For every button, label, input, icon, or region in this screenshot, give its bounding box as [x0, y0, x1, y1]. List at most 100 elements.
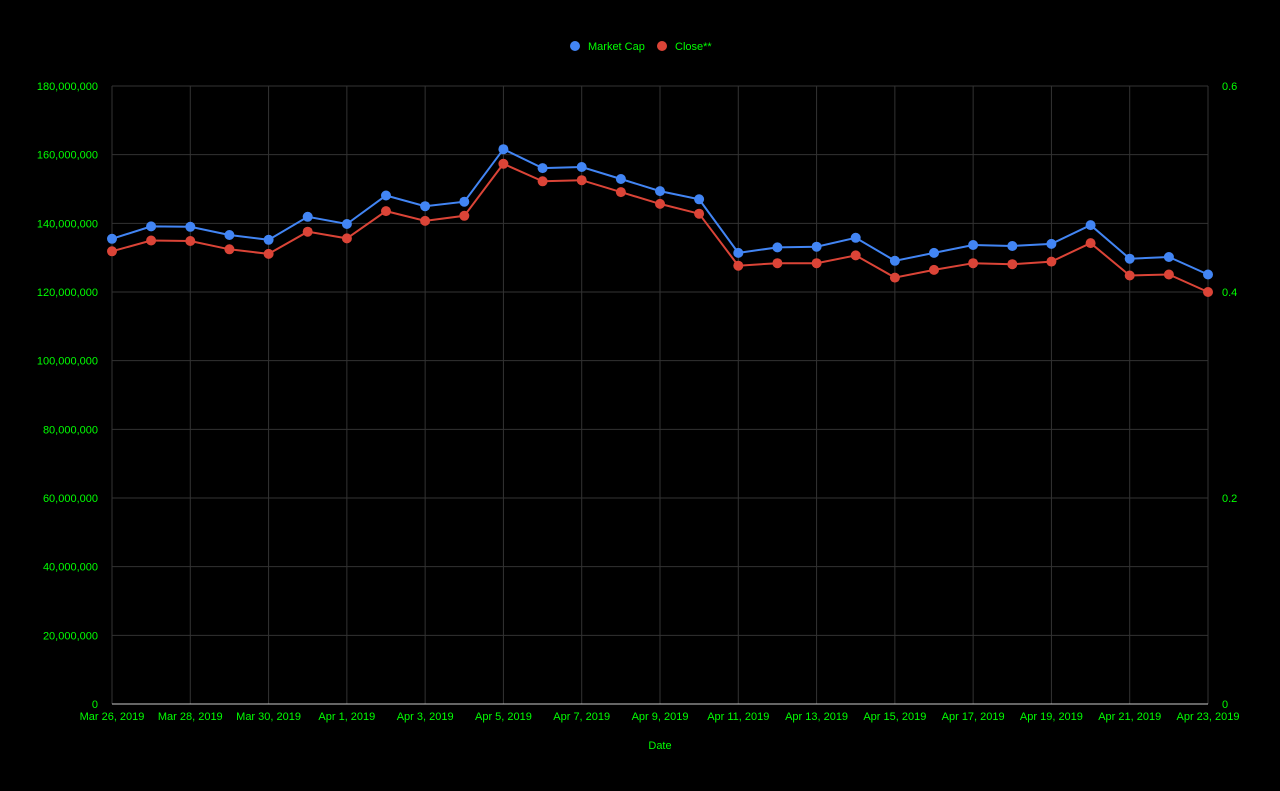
- data-point-close[interactable]: [576, 175, 587, 186]
- data-point-market-cap[interactable]: [850, 232, 861, 243]
- x-tick-label: Mar 26, 2019: [80, 711, 145, 723]
- data-point-market-cap[interactable]: [968, 240, 979, 250]
- data-point-close[interactable]: [1124, 270, 1135, 281]
- data-point-close[interactable]: [968, 258, 979, 269]
- axes: 0 20,000,000 40,000,000 60,000,000 80,000,00…: [37, 81, 1240, 723]
- y-right-tick-label: 0.6: [1222, 81, 1237, 93]
- data-point-close[interactable]: [1085, 238, 1096, 249]
- y-left-tick-label: 40,000,000: [43, 562, 98, 574]
- data-point-close[interactable]: [420, 215, 431, 226]
- data-point-market-cap[interactable]: [1163, 252, 1174, 262]
- legend-marker-market-cap: [570, 41, 580, 51]
- data-point-close[interactable]: [733, 260, 744, 271]
- data-point-close[interactable]: [224, 244, 235, 255]
- data-point-close[interactable]: [811, 258, 822, 269]
- legend-marker-close: [657, 41, 667, 51]
- data-point-close[interactable]: [302, 226, 313, 237]
- data-point-market-cap[interactable]: [146, 221, 157, 232]
- data-point-close[interactable]: [694, 208, 705, 219]
- data-point-market-cap[interactable]: [185, 221, 196, 232]
- data-point-close[interactable]: [341, 233, 352, 244]
- data-point-market-cap[interactable]: [1007, 241, 1018, 251]
- data-point-market-cap[interactable]: [929, 247, 939, 258]
- data-point-close[interactable]: [1203, 287, 1213, 297]
- y-left-tick-label: 80,000,000: [43, 424, 98, 436]
- y-right-tick-label: 0.2: [1222, 493, 1237, 505]
- y-left-tick-label: 120,000,000: [37, 287, 98, 299]
- data-point-market-cap[interactable]: [576, 162, 587, 172]
- data-point-close[interactable]: [615, 187, 626, 198]
- data-point-market-cap[interactable]: [537, 163, 548, 174]
- data-point-close[interactable]: [772, 258, 783, 269]
- data-point-close[interactable]: [1046, 256, 1057, 267]
- x-tick-label: Apr 3, 2019: [397, 711, 454, 723]
- data-point-close[interactable]: [655, 198, 665, 209]
- data-point-market-cap[interactable]: [459, 196, 470, 207]
- data-point-market-cap[interactable]: [1046, 238, 1057, 249]
- data-point-close[interactable]: [263, 248, 274, 259]
- series-close: [107, 158, 1213, 297]
- data-point-close[interactable]: [929, 264, 939, 275]
- data-point-close[interactable]: [498, 158, 509, 169]
- data-point-market-cap[interactable]: [1124, 253, 1135, 264]
- data-point-market-cap[interactable]: [263, 234, 274, 245]
- data-point-market-cap[interactable]: [811, 241, 822, 252]
- data-point-close[interactable]: [889, 272, 900, 283]
- x-tick-label: Mar 30, 2019: [236, 711, 301, 723]
- data-point-market-cap[interactable]: [224, 230, 235, 240]
- data-point-market-cap[interactable]: [1085, 220, 1096, 231]
- data-point-close[interactable]: [537, 176, 548, 187]
- series-market-cap: [107, 144, 1213, 280]
- data-point-close[interactable]: [459, 210, 470, 221]
- x-tick-label: Apr 5, 2019: [475, 711, 532, 723]
- data-point-market-cap[interactable]: [498, 144, 509, 155]
- x-tick-label: Apr 23, 2019: [1177, 711, 1240, 723]
- x-tick-label: Mar 28, 2019: [158, 711, 223, 723]
- x-tick-label: Apr 13, 2019: [785, 711, 848, 723]
- data-point-close[interactable]: [185, 236, 196, 246]
- data-point-market-cap[interactable]: [733, 247, 744, 258]
- data-point-close[interactable]: [107, 246, 117, 257]
- data-point-market-cap[interactable]: [302, 211, 313, 222]
- legend: Market Cap Close**: [570, 41, 712, 53]
- data-point-market-cap[interactable]: [615, 174, 626, 184]
- data-point-market-cap[interactable]: [889, 255, 900, 266]
- x-tick-label: Apr 19, 2019: [1020, 711, 1083, 723]
- data-point-market-cap[interactable]: [381, 190, 391, 201]
- y-left-tick-label: 160,000,000: [37, 150, 98, 162]
- y-left-tick-label: 20,000,000: [43, 630, 98, 642]
- x-tick-label: Apr 11, 2019: [707, 711, 769, 723]
- data-point-market-cap[interactable]: [694, 194, 705, 205]
- y-left-tick-label: 100,000,000: [37, 356, 98, 368]
- data-point-market-cap[interactable]: [107, 233, 117, 244]
- y-left-tick-label: 60,000,000: [43, 493, 98, 505]
- legend-label-market-cap[interactable]: Market Cap: [588, 41, 645, 53]
- data-point-close[interactable]: [381, 206, 391, 217]
- x-tick-label: Apr 21, 2019: [1098, 711, 1161, 723]
- data-point-close[interactable]: [850, 250, 861, 261]
- y-left-tick-label: 0: [92, 699, 98, 711]
- y-right-tick-label: 0: [1222, 699, 1228, 711]
- data-point-close[interactable]: [1007, 259, 1018, 270]
- legend-label-close[interactable]: Close**: [675, 41, 712, 53]
- x-tick-label: Apr 15, 2019: [863, 711, 926, 723]
- y-left-tick-label: 180,000,000: [37, 81, 98, 93]
- data-point-market-cap[interactable]: [655, 186, 665, 197]
- y-left-tick-label: 140,000,000: [37, 218, 98, 230]
- data-point-market-cap[interactable]: [420, 201, 431, 212]
- data-point-market-cap[interactable]: [1203, 269, 1213, 280]
- x-tick-label: Apr 1, 2019: [318, 711, 375, 723]
- x-tick-label: Apr 7, 2019: [553, 711, 610, 723]
- data-point-market-cap[interactable]: [341, 219, 352, 229]
- data-point-market-cap[interactable]: [772, 242, 783, 253]
- data-point-close[interactable]: [1163, 269, 1174, 280]
- data-point-close[interactable]: [146, 235, 157, 246]
- x-tick-label: Apr 17, 2019: [942, 711, 1005, 723]
- x-tick-label: Apr 9, 2019: [632, 711, 689, 723]
- grid-lines: [111, 85, 1209, 704]
- series-layer: [107, 144, 1213, 297]
- x-axis-title: Date: [648, 740, 671, 752]
